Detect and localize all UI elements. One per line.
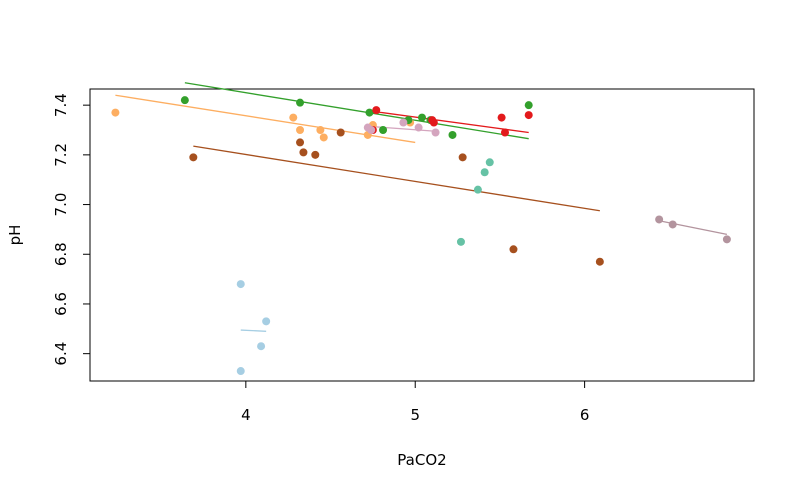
data-points [111,96,731,376]
data-point-brown [299,148,308,157]
data-point-teal [485,158,494,167]
data-point-dark-green [180,96,189,105]
data-point-pink [431,128,440,137]
y-tick-label: 6.4 [52,342,70,366]
data-point-teal [480,168,489,177]
data-point-brown [595,257,604,266]
data-point-dark-green [418,113,426,122]
data-point-red [372,106,381,115]
fit-line-red [372,110,529,134]
y-tick-label: 7.0 [52,193,70,217]
x-tick-label: 5 [410,406,420,424]
fit-line-light-blue [240,329,267,332]
data-point-dark-green [524,101,533,110]
data-point-brown [311,150,320,159]
data-point-red [429,118,438,127]
data-point-red [501,128,509,137]
data-point-mauve [668,220,677,229]
data-point-pink [367,126,376,135]
y-tick-label: 6.8 [52,242,70,266]
fit-line-dark-green [184,82,529,140]
plot-frame [89,88,755,382]
data-point-dark-green [448,130,457,139]
data-point-brown [189,153,198,162]
data-point-teal [473,185,482,194]
data-point-light-blue [236,367,245,376]
data-point-pink [414,123,423,132]
y-axis-title: pH [6,225,24,246]
y-axis: 6.4 6.6 6.8 7.0 7.2 7.4 [52,93,91,366]
data-point-orange [289,113,298,122]
data-point-teal [456,237,465,246]
data-point-orange [296,126,305,135]
x-tick-label: 4 [241,406,251,424]
data-point-brown [296,138,305,147]
x-axis: 4 5 6 [241,380,590,424]
data-point-dark-green [296,98,305,107]
data-point-red [497,113,506,122]
data-point-mauve [655,215,664,224]
data-point-orange [319,133,328,142]
data-point-brown [509,245,518,254]
y-tick-label: 7.2 [52,143,70,167]
y-tick-label: 7.4 [52,93,70,117]
x-tick-label: 6 [580,406,590,424]
data-point-light-blue [236,280,245,289]
data-point-brown [458,153,467,162]
x-axis-title: PaCO2 [397,451,446,469]
data-point-pink [399,118,408,127]
data-point-red [524,111,533,120]
data-point-dark-green [379,126,388,135]
data-point-dark-green [365,108,374,117]
data-point-brown [336,128,345,137]
fit-line-pink [367,125,436,132]
data-point-orange [316,126,325,135]
fit-line-brown [193,145,600,212]
data-point-mauve [722,235,731,244]
data-point-orange [111,108,120,117]
data-point-light-blue [257,342,266,351]
data-point-light-blue [262,317,271,326]
y-tick-label: 6.6 [52,292,70,316]
